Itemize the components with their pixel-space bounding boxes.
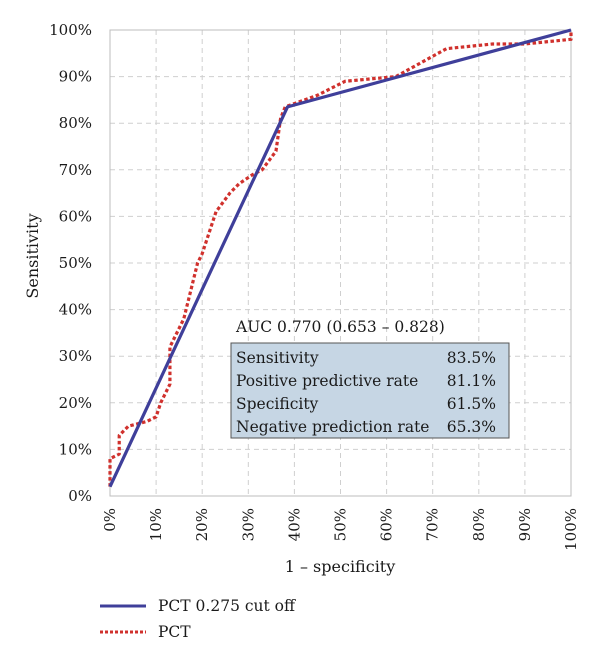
metric-value-specificity: 61.5% [447,395,496,413]
plot-frame [109,29,572,497]
y-tick-label: 100% [49,21,92,39]
y-tick-label: 10% [59,440,92,458]
y-tick-label: 90% [59,68,92,86]
metric-label-ppv: Positive predictive rate [236,372,418,390]
legend-label-pct: PCT [158,623,191,641]
x-tick-label: 80% [470,508,488,541]
auc-annotation: AUC 0.770 (0.653 – 0.828) Sensitivity 83… [230,318,510,439]
x-tick-label: 40% [285,508,303,541]
metric-value-sensitivity: 83.5% [447,349,496,367]
x-tick-label: 50% [332,508,350,541]
plot-area-border [109,29,572,497]
y-tick-label: 20% [59,394,92,412]
metrics-box [230,342,510,439]
metric-value-npv: 65.3% [447,418,496,436]
x-tick-label: 0% [101,508,119,532]
auc-text: AUC 0.770 (0.653 – 0.828) [235,318,445,336]
x-tick-label: 70% [424,508,442,541]
x-axis-label: 1 – specificity [285,557,396,576]
x-tick-label: 60% [378,508,396,541]
y-tick-label: 60% [59,207,92,225]
y-axis-label: Sensitivity [23,213,42,298]
y-tick-label: 80% [59,114,92,132]
metric-label-sensitivity: Sensitivity [236,349,319,367]
metric-label-npv: Negative prediction rate [236,418,430,436]
x-tick-label: 20% [193,508,211,541]
metric-value-ppv: 81.1% [447,372,496,390]
y-tick-label: 30% [59,347,92,365]
legend: PCT 0.275 cut off PCT [100,597,296,641]
series-lines [108,28,573,488]
metric-label-specificity: Specificity [236,395,319,413]
y-tick-labels: 0% 10% 20% 30% 40% 50% 60% 70% 80% 90% 100% [49,21,92,505]
x-tick-label: 90% [516,508,534,541]
x-tick-label: 100% [562,508,580,551]
x-tick-label: 10% [147,508,165,541]
y-tick-label: 70% [59,161,92,179]
legend-label-cutoff: PCT 0.275 cut off [158,597,296,615]
x-tick-labels: 0% 10% 20% 30% 40% 50% 60% 70% 80% 90% 100% [101,508,580,551]
y-tick-label: 50% [59,254,92,272]
series-line-pct [108,30,573,487]
y-tick-label: 40% [59,301,92,319]
x-tick-label: 30% [239,508,257,541]
series-line-cutoff [108,28,572,488]
y-tick-label: 0% [68,487,92,505]
